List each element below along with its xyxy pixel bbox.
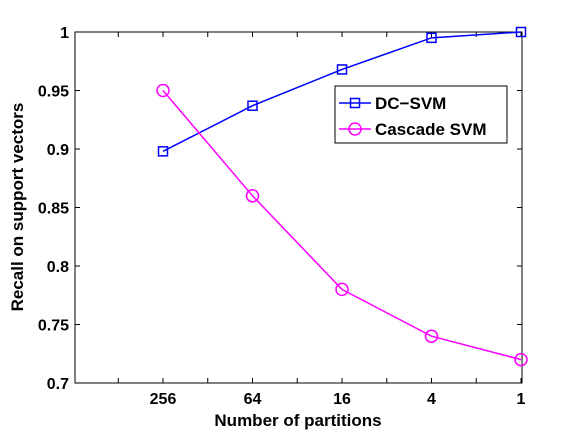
series-0 — [157, 26, 527, 157]
x-tick-label: 16 — [333, 391, 351, 408]
x-tick-label: 256 — [150, 391, 177, 408]
x-tick-label: 1 — [517, 391, 526, 408]
data-point — [336, 64, 348, 75]
x-tick-label: 64 — [244, 391, 262, 408]
y-tick-label: 0.75 — [38, 318, 69, 335]
x-ticks: 256 64 16 4 1 — [117, 32, 526, 408]
y-tick-label: 1 — [60, 25, 69, 42]
series-layer — [156, 26, 528, 367]
x-axis-title: Number of partitions — [214, 411, 381, 430]
data-point — [514, 352, 528, 367]
legend-box — [334, 85, 508, 144]
y-axis-title: Recall on support vectors — [8, 103, 27, 312]
plot-area — [74, 31, 523, 384]
data-point — [157, 146, 169, 157]
legend-label: DC−SVM — [375, 94, 446, 113]
legend-marker — [349, 97, 361, 109]
x-tick-label: 4 — [427, 391, 436, 408]
series-1 — [156, 83, 528, 367]
legend-marker — [348, 122, 362, 136]
y-tick-label: 0.85 — [38, 201, 69, 218]
data-point — [426, 32, 437, 44]
legend-label: Cascade SVM — [375, 120, 487, 139]
data-point — [424, 329, 439, 343]
data-point — [156, 83, 170, 98]
data-point — [245, 189, 260, 203]
data-point — [515, 26, 527, 38]
y-tick-label: 0.95 — [38, 84, 69, 101]
y-tick-label: 0.9 — [47, 142, 69, 159]
data-point — [247, 100, 258, 111]
y-ticks: 0.7 0.75 0.8 0.85 0.9 0.95 1 — [38, 25, 522, 393]
y-tick-label: 0.8 — [47, 259, 69, 276]
data-point — [335, 282, 349, 297]
series-line — [162, 90, 522, 361]
series-line — [162, 31, 522, 153]
legend: DC−SVM Cascade SVM — [334, 85, 508, 144]
y-tick-label: 0.7 — [47, 376, 69, 393]
